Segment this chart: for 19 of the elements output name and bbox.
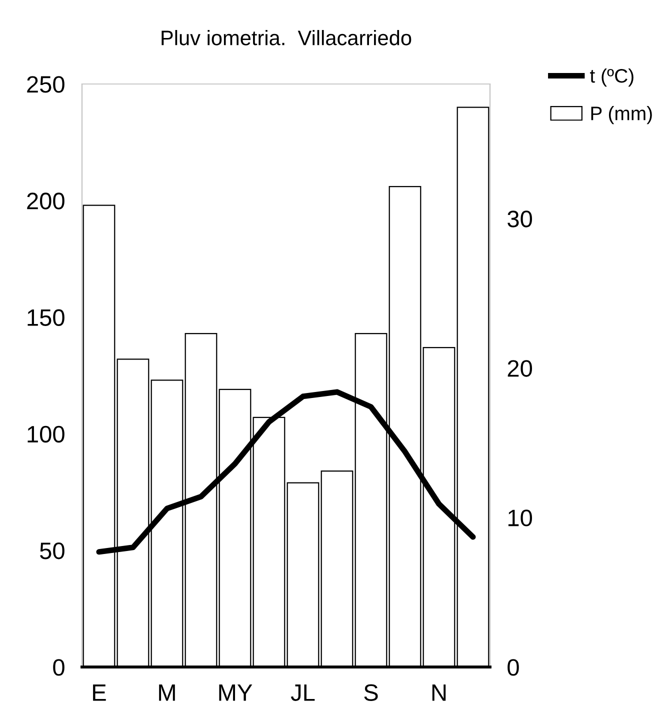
y-tick-label: 250: [27, 76, 64, 93]
y-tick-label: 50: [40, 542, 64, 560]
y2-tick-label: 30: [508, 210, 532, 228]
x-tick-label: M: [159, 684, 175, 701]
legend-label: t (ºC): [590, 68, 634, 87]
y2-tick-label: 20: [508, 360, 532, 377]
x-tick-label: JL: [290, 684, 315, 702]
x-tick-label: E: [93, 684, 106, 701]
y-tick-label: 150: [28, 309, 64, 326]
x-tick-label: MY: [219, 684, 252, 701]
y-tick-label: 100: [28, 426, 64, 443]
y-tick-label: 200: [27, 192, 64, 210]
y2-tick-label: 0: [508, 659, 519, 676]
legend-label: P (mm): [591, 106, 652, 124]
x-tick-label: N: [432, 684, 446, 701]
x-tick-label: S: [364, 684, 378, 702]
y-tick-label: 0: [53, 659, 64, 676]
chart-title: Pluv iometria. Villacarriedo: [162, 30, 412, 46]
y2-tick-label: 10: [508, 510, 532, 526]
